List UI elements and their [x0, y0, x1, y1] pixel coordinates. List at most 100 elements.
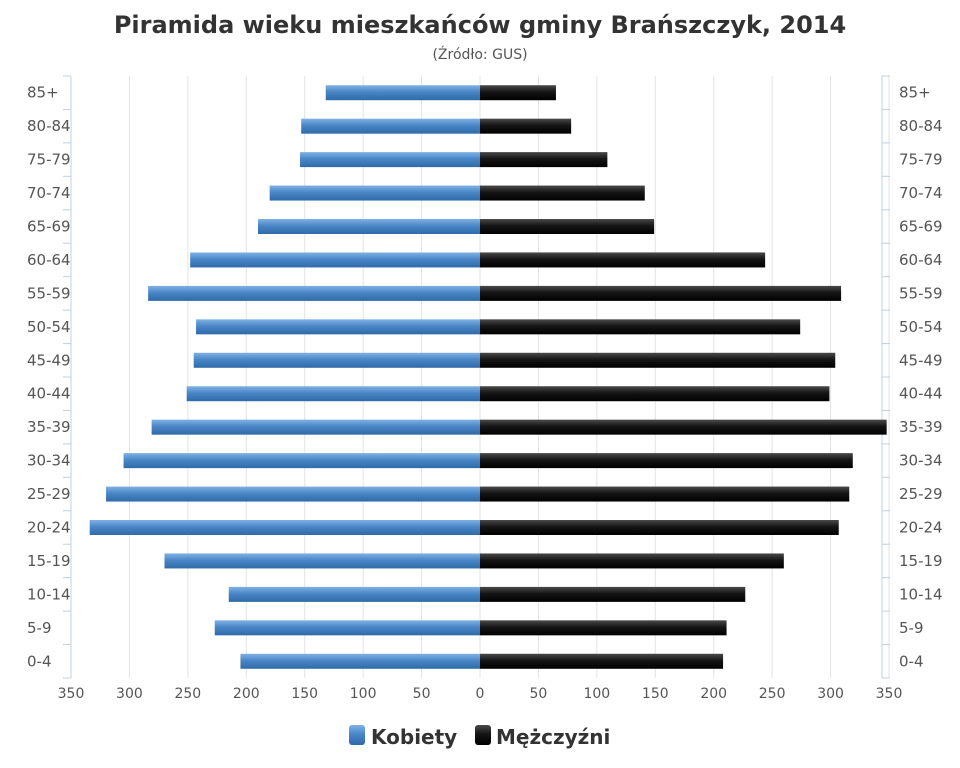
- bar-mezczyzni-15-19[interactable]: [480, 553, 784, 569]
- bar-kobiety-75-79[interactable]: [300, 152, 480, 168]
- category-label-left-80-84: 80-84: [27, 117, 71, 135]
- bar-mezczyzni-40-44[interactable]: [480, 386, 830, 402]
- bar-mezczyzni-45-49[interactable]: [480, 352, 836, 368]
- x-tick-label-0: 350: [58, 686, 85, 702]
- bar-kobiety-25-29[interactable]: [106, 486, 481, 502]
- category-labels-right: 0-4 5-9 10-14 15-19 20-24 25-29 30-34 35-39 40-4…: [899, 84, 943, 671]
- x-tick-label-12: 250: [759, 686, 786, 702]
- bar-mezczyzni-50-54[interactable]: [480, 319, 801, 335]
- x-tick-label-5: 100: [350, 686, 377, 702]
- x-tick-label-10: 150: [642, 686, 669, 702]
- category-label-right-20-24: 20-24: [899, 519, 943, 537]
- x-axis-tick-labels: 350 300 250 200 150 100 50 0 50 100 150 200 250 300 35…: [58, 686, 903, 702]
- x-tick-label-4: 150: [291, 686, 318, 702]
- bar-kobiety-15-19[interactable]: [164, 553, 480, 569]
- category-label-left-75-79: 75-79: [27, 151, 71, 169]
- bar-mezczyzni-25-29[interactable]: [480, 486, 850, 502]
- bar-kobiety-55-59[interactable]: [148, 285, 480, 301]
- category-label-left-5-9: 5-9: [27, 619, 52, 637]
- category-label-left-65-69: 65-69: [27, 218, 71, 236]
- bar-mezczyzni-5-9[interactable]: [480, 620, 727, 636]
- legend-label-mezczyzni: Mężczyźni: [496, 725, 610, 749]
- category-label-left-10-14: 10-14: [27, 585, 71, 603]
- bar-mezczyzni-60-64[interactable]: [480, 252, 766, 268]
- bar-kobiety-60-64[interactable]: [190, 252, 481, 268]
- category-label-left-50-54: 50-54: [27, 318, 71, 336]
- x-tick-label-8: 50: [530, 686, 548, 702]
- x-tick-label-7: 0: [476, 686, 485, 702]
- category-label-right-55-59: 55-59: [899, 284, 943, 302]
- x-tick-label-14: 350: [876, 686, 903, 702]
- bar-mezczyzni-80-84[interactable]: [480, 118, 572, 134]
- bar-mezczyzni-20-24[interactable]: [480, 520, 839, 535]
- bar-kobiety-40-44[interactable]: [186, 386, 480, 402]
- bar-mezczyzni-35-39[interactable]: [480, 419, 887, 435]
- category-label-left-30-34: 30-34: [27, 452, 71, 470]
- grid-layer: [70, 76, 890, 678]
- category-label-right-40-44: 40-44: [899, 385, 943, 403]
- category-label-right-45-49: 45-49: [899, 351, 943, 369]
- bar-kobiety-80-84[interactable]: [301, 118, 480, 134]
- category-label-left-45-49: 45-49: [27, 351, 71, 369]
- category-label-left-0-4: 0-4: [27, 652, 52, 670]
- bar-mezczyzni-85[interactable]: [480, 85, 556, 101]
- bar-kobiety-20-24[interactable]: [89, 520, 480, 535]
- x-tick-label-1: 300: [116, 686, 143, 702]
- category-label-right-0-4: 0-4: [899, 652, 924, 670]
- x-tick-label-2: 250: [174, 686, 201, 702]
- bar-kobiety-50-54[interactable]: [196, 319, 480, 335]
- bar-kobiety-0-4[interactable]: [240, 653, 480, 669]
- category-label-right-25-29: 25-29: [899, 485, 943, 503]
- bar-kobiety-30-34[interactable]: [123, 453, 480, 469]
- category-label-right-80-84: 80-84: [899, 117, 943, 135]
- bar-mezczyzni-10-14[interactable]: [480, 586, 746, 602]
- category-label-right-75-79: 75-79: [899, 151, 943, 169]
- legend-item-kobiety[interactable]: Kobiety: [349, 725, 457, 749]
- category-label-right-15-19: 15-19: [899, 552, 943, 570]
- category-label-left-85: 85+: [27, 84, 59, 102]
- bar-kobiety-35-39[interactable]: [151, 419, 481, 435]
- axis-layer: [63, 75, 890, 679]
- chart-title: Piramida wieku mieszkańców gminy Brańszc…: [114, 11, 846, 39]
- bar-kobiety-70-74[interactable]: [269, 185, 480, 201]
- bar-mezczyzni-70-74[interactable]: [480, 185, 645, 201]
- bar-kobiety-10-14[interactable]: [228, 586, 480, 602]
- category-label-right-65-69: 65-69: [899, 218, 943, 236]
- category-label-right-50-54: 50-54: [899, 318, 943, 336]
- x-tick-label-3: 200: [233, 686, 260, 702]
- bar-kobiety-45-49[interactable]: [193, 352, 480, 368]
- bar-mezczyzni-75-79[interactable]: [480, 152, 608, 168]
- category-label-left-35-39: 35-39: [27, 418, 71, 436]
- bar-kobiety-85[interactable]: [325, 85, 480, 101]
- category-labels-left: 0-4 5-9 10-14 15-19 20-24 25-29 30-34 35-39 40-4…: [27, 84, 71, 671]
- chart-subtitle: (Źródło: GUS): [432, 45, 527, 63]
- category-label-right-60-64: 60-64: [899, 251, 943, 269]
- category-label-left-55-59: 55-59: [27, 284, 71, 302]
- legend-swatch-kobiety: [349, 725, 365, 745]
- category-label-left-40-44: 40-44: [27, 385, 71, 403]
- category-label-left-70-74: 70-74: [27, 184, 71, 202]
- x-tick-label-11: 200: [700, 686, 727, 702]
- bar-mezczyzni-30-34[interactable]: [480, 453, 853, 469]
- category-label-right-70-74: 70-74: [899, 184, 943, 202]
- legend-item-mezczyzni[interactable]: Mężczyźni: [475, 725, 610, 749]
- category-label-right-30-34: 30-34: [899, 452, 943, 470]
- legend: Kobiety Mężczyźni: [349, 725, 610, 749]
- bar-kobiety-5-9[interactable]: [214, 620, 480, 636]
- category-label-left-15-19: 15-19: [27, 552, 71, 570]
- bar-kobiety-65-69[interactable]: [257, 219, 480, 234]
- bar-mezczyzni-55-59[interactable]: [480, 285, 842, 301]
- legend-label-kobiety: Kobiety: [371, 725, 457, 749]
- bar-mezczyzni-0-4[interactable]: [480, 653, 724, 669]
- category-label-right-35-39: 35-39: [899, 418, 943, 436]
- legend-swatch-mezczyzni: [475, 725, 491, 745]
- category-label-left-60-64: 60-64: [27, 251, 71, 269]
- x-tick-label-6: 50: [413, 686, 431, 702]
- category-label-right-5-9: 5-9: [899, 619, 924, 637]
- category-label-left-25-29: 25-29: [27, 485, 71, 503]
- category-label-left-20-24: 20-24: [27, 519, 71, 537]
- category-label-right-10-14: 10-14: [899, 585, 943, 603]
- bar-mezczyzni-65-69[interactable]: [480, 219, 655, 234]
